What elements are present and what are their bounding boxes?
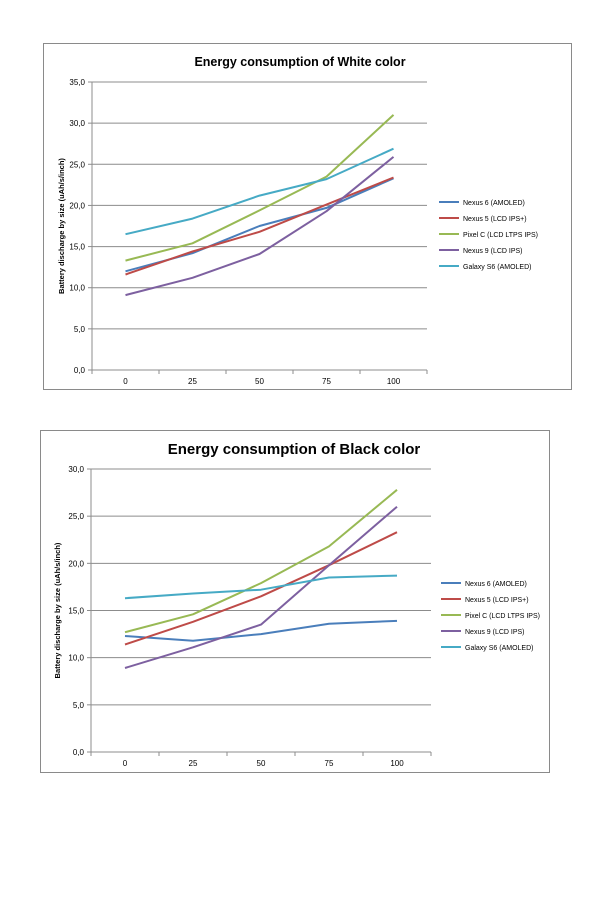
series-line-nexus5 — [125, 176, 394, 276]
y-tick-label: 10,0 — [68, 654, 84, 663]
y-tick-label: 0,0 — [74, 366, 86, 375]
x-tick-label: 0 — [123, 377, 128, 386]
y-tick-label: 25,0 — [69, 160, 85, 169]
black-color-chart: Energy consumption of Black color 0,0 5,0 1… — [40, 430, 550, 773]
y-tick-label: 5,0 — [74, 325, 86, 334]
x-tick-label: 25 — [189, 759, 198, 768]
series-line-galaxys6 — [125, 147, 394, 236]
y-tick-label: 25,0 — [68, 512, 84, 521]
chart-title: Energy consumption of Black color — [168, 441, 421, 458]
y-tick-label: 10,0 — [69, 284, 85, 293]
white-color-chart-svg: Energy consumption of White color 0,0 5,0 1… — [57, 55, 538, 386]
chart-title: Energy consumption of White color — [194, 55, 405, 69]
legend-label: Nexus 6 (AMOLED) — [463, 200, 525, 207]
x-tick-label: 75 — [325, 759, 334, 768]
white-color-chart: Energy consumption of White color 0,0 5,0 1… — [43, 43, 572, 390]
x-tick-label: 100 — [387, 377, 401, 386]
legend-label: Galaxy S6 (AMOLED) — [463, 264, 531, 271]
series-line-nexus5 — [124, 531, 398, 646]
y-tick-label: 5,0 — [73, 701, 85, 710]
y-tick-label: 30,0 — [68, 465, 84, 474]
y-axis-title: Battery discharge by size (uAh/s/inch) — [53, 542, 62, 678]
x-tick-label: 0 — [123, 759, 128, 768]
legend-label: Nexus 9 (LCD IPS) — [463, 248, 523, 255]
x-tick-label: 50 — [257, 759, 266, 768]
x-tick-label: 75 — [322, 377, 331, 386]
y-axis-title: Battery discharge by size (uAh/s/inch) — [57, 158, 66, 294]
y-tick-label: 20,0 — [68, 559, 84, 568]
series-line-nexus6 — [124, 619, 398, 642]
y-tick-label: 35,0 — [69, 78, 85, 87]
black-color-chart-svg: Energy consumption of Black color 0,0 5,0 1… — [53, 441, 540, 768]
legend-label: Galaxy S6 (AMOLED) — [465, 645, 533, 652]
y-tick-label: 0,0 — [73, 748, 85, 757]
legend-label: Pixel C (LCD LTPS IPS) — [465, 613, 540, 620]
y-tick-label: 20,0 — [69, 201, 85, 210]
series-line-pixelc — [124, 489, 398, 634]
series-line-pixelc — [125, 114, 395, 262]
legend-label: Pixel C (LCD LTPS IPS) — [463, 232, 538, 239]
x-tick-label: 100 — [390, 759, 404, 768]
y-tick-label: 15,0 — [68, 607, 84, 616]
y-tick-label: 30,0 — [69, 119, 85, 128]
y-tick-label: 15,0 — [69, 243, 85, 252]
legend-label: Nexus 6 (AMOLED) — [465, 581, 527, 588]
series-line-nexus9 — [124, 505, 398, 669]
x-tick-label: 50 — [255, 377, 264, 386]
legend-label: Nexus 5 (LCD IPS+) — [463, 216, 527, 223]
legend-label: Nexus 9 (LCD IPS) — [465, 629, 525, 636]
series-line-galaxys6 — [124, 574, 398, 600]
x-tick-label: 25 — [188, 377, 197, 386]
series-line-nexus9 — [125, 156, 395, 297]
legend-label: Nexus 5 (LCD IPS+) — [465, 597, 529, 604]
